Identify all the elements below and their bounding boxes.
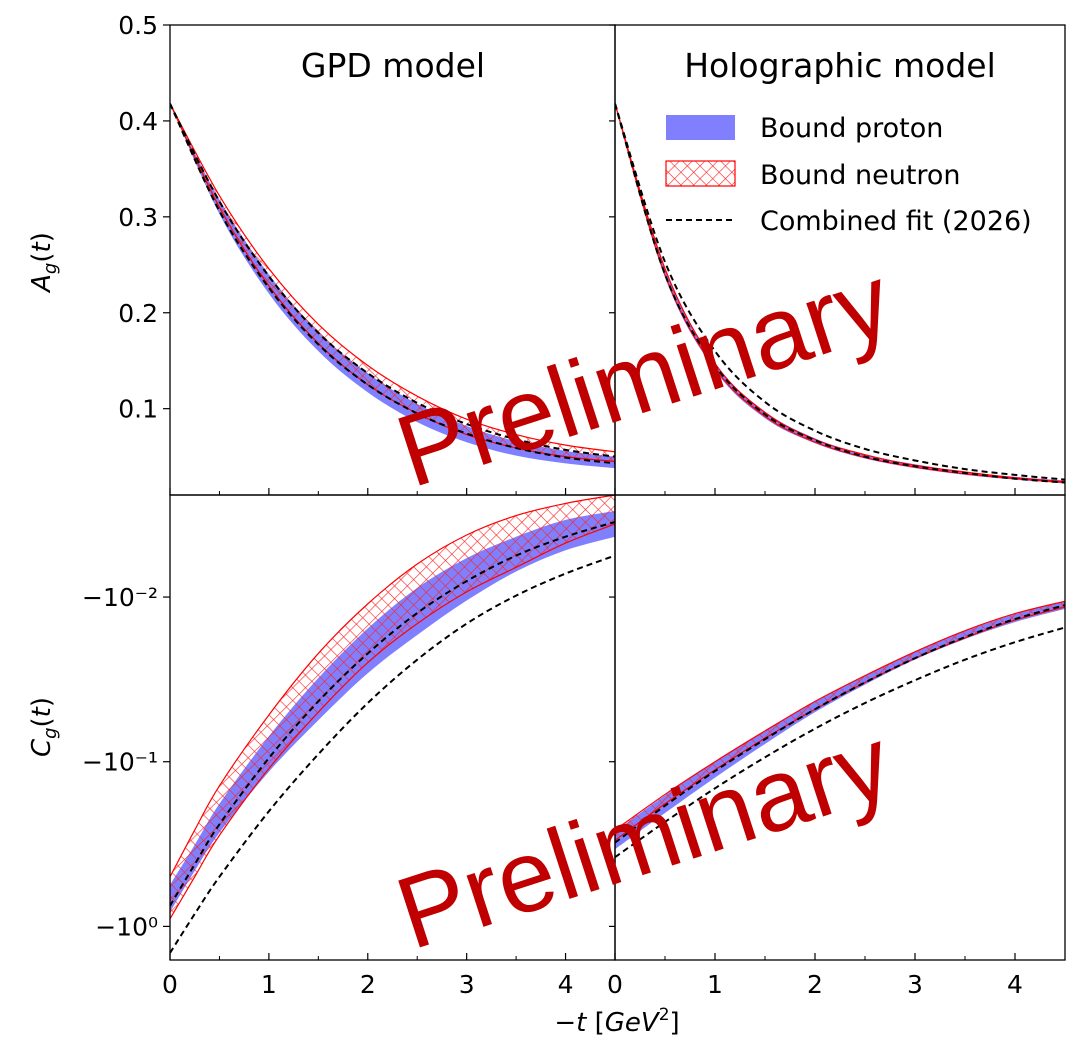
svg-text:Cg(t): Cg(t) [27, 697, 61, 757]
x-tick-label-left-0: 0 [162, 970, 178, 999]
legend-swatch-proton [666, 115, 735, 140]
panel-A_gpd [170, 103, 615, 469]
panel-C_gpd [170, 495, 615, 954]
ticks: 0 1 2 3 4 0 1 2 3 4 0.1 0.2 0.3 0.4 0.5 −10⁻² −10⁻¹ −10⁰ [82, 11, 1023, 999]
x-tick-label-right-4: 4 [1007, 970, 1023, 999]
legend-label-proton: Bound proton [760, 113, 943, 144]
panels [170, 103, 1065, 954]
x-tick-label-right-2: 2 [807, 970, 823, 999]
svg-text:Ag(t): Ag(t) [27, 232, 61, 294]
x-tick-label-left-1: 1 [261, 970, 277, 999]
watermark-preliminary-bottom: Preliminary [384, 705, 904, 971]
xlabel: −t [GeV2] [554, 1005, 679, 1038]
x-tick-label-left-4: 4 [558, 970, 574, 999]
x-tick-label-left-2: 2 [360, 970, 376, 999]
ylabel-top: Ag(t) [27, 232, 61, 294]
x-tick-label-right-3: 3 [907, 970, 923, 999]
y-tick-label-bottom-0: −10⁻² [82, 583, 158, 612]
neutron-band-A_holo [615, 103, 1065, 484]
panel-title-holographic: Holographic model [684, 46, 996, 85]
fit-line-C_holo-1 [615, 626, 1065, 859]
y-tick-label-top-3: 0.4 [118, 107, 158, 136]
fit-line-C_gpd-1 [170, 554, 615, 954]
legend-swatch-neutron [665, 160, 736, 187]
watermark-preliminary-top: Preliminary [384, 243, 904, 509]
legend-label-fit: Combined fit (2026) [760, 206, 1032, 237]
fit-line-A_gpd-1 [170, 103, 615, 458]
svg-text:−t [GeV2]: −t [GeV2] [554, 1005, 679, 1038]
panel-A_holo [615, 103, 1065, 484]
x-tick-label-right-0: 0 [607, 970, 623, 999]
ylabel-bottom: Cg(t) [27, 697, 61, 757]
panel-C_holo [615, 600, 1065, 859]
x-tick-label-right-1: 1 [707, 970, 723, 999]
legend-label-neutron: Bound neutron [760, 160, 961, 191]
y-tick-label-bottom-2: −10⁰ [95, 912, 158, 941]
axes-frame-3 [614, 494, 1066, 961]
y-tick-label-top-1: 0.2 [118, 299, 158, 328]
fit-line-C_gpd-0 [170, 521, 615, 907]
x-tick-label-left-3: 3 [459, 970, 475, 999]
y-tick-label-bottom-1: −10⁻¹ [82, 748, 158, 777]
neutron-band-C_gpd [170, 495, 615, 921]
fit-line-A_holo-1 [615, 103, 1065, 481]
fit-line-C_holo-0 [615, 604, 1065, 844]
y-tick-label-top-4: 0.5 [118, 11, 158, 40]
legend: Bound proton Bound neutron Combined fit … [665, 113, 1032, 237]
axes-frames [169, 24, 1066, 961]
panel-title-gpd: GPD model [301, 46, 485, 85]
y-tick-label-top-2: 0.3 [118, 203, 158, 232]
y-tick-label-top-0: 0.1 [118, 395, 158, 424]
